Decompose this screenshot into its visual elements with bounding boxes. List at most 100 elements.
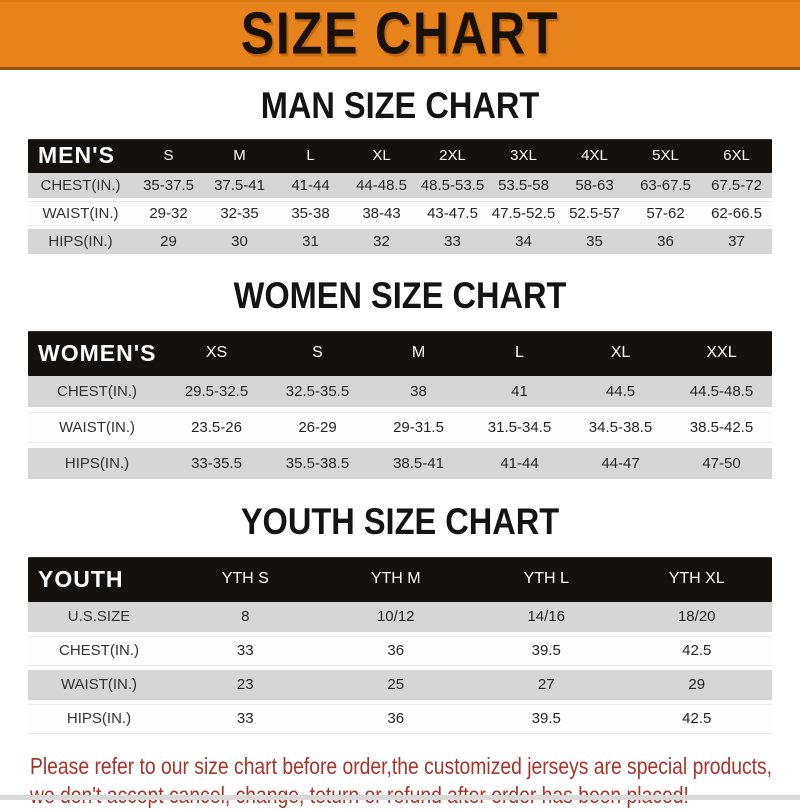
youth-column-header-3: YTH XL — [668, 570, 725, 588]
women-column-header-5: XXL — [706, 344, 737, 362]
men-cell-0-3: 44-48.5 — [356, 176, 407, 194]
men-cell-2-0: 29 — [160, 232, 177, 250]
men-cell-2-2: 31 — [302, 232, 319, 250]
women-row-label: CHEST(IN.) — [57, 382, 137, 400]
youth-cell-3-3: 42.5 — [682, 710, 712, 728]
size-chart-banner: SIZE CHART — [0, 0, 800, 70]
women-cell-0-4: 44.5 — [605, 382, 636, 400]
women-column-header-1: S — [312, 344, 323, 362]
youth-section-heading: YOUTH SIZE CHART — [240, 500, 560, 542]
men-cell-0-1: 37.5-41 — [214, 176, 265, 194]
women-cell-0-5: 44.5-48.5 — [689, 382, 754, 400]
women-cell-0-3: 41 — [511, 382, 528, 400]
women-cell-2-2: 38.5-41 — [393, 454, 444, 472]
women-column-header-4: XL — [610, 344, 631, 362]
youth-cell-3-2: 39.5 — [531, 710, 561, 728]
women-cell-2-1: 35.5-38.5 — [285, 454, 350, 472]
youth-cell-1-1: 36 — [387, 642, 405, 660]
women-row-label: WAIST(IN.) — [58, 418, 136, 436]
men-cell-2-5: 34 — [515, 232, 532, 250]
women-table-row: WAIST(IN.) 23.5-26 26-29 29-31.5 31.5-34.5 34… — [28, 411, 772, 443]
men-cell-2-1: 30 — [231, 232, 248, 250]
women-table-header: WOMEN'S XS S M L XL XXL — [28, 330, 772, 376]
men-group-label: MEN'S — [38, 142, 115, 169]
men-column-header-7: 5XL — [652, 147, 679, 165]
men-cell-0-8: 67.5-72 — [711, 176, 762, 194]
women-cell-1-0: 23.5-26 — [191, 418, 242, 436]
youth-column-header-2: YTH L — [523, 570, 569, 588]
men-cell-1-0: 29-32 — [149, 204, 188, 222]
youth-cell-2-1: 25 — [387, 676, 405, 694]
men-cell-0-5: 53.5-58 — [498, 176, 549, 194]
men-cell-0-7: 63-67.5 — [640, 176, 691, 194]
men-column-header-4: 2XL — [439, 147, 466, 165]
men-size-section: MAN SIZE CHART MEN'S S M L XL 2XL 3XL 4XL 5XL 6XL… — [0, 86, 800, 254]
youth-table-row: WAIST(IN.) 23 25 27 29 — [28, 669, 772, 700]
men-cell-0-4: 48.5-53.5 — [420, 176, 485, 194]
men-column-header-8: 6XL — [723, 147, 750, 165]
women-table-row: CHEST(IN.) 29.5-32.5 32.5-35.5 38 41 44.5 44.5… — [28, 375, 772, 407]
women-cell-2-3: 41-44 — [500, 454, 539, 472]
youth-table-row: U.S.SIZE 8 10/12 14/16 18/20 — [28, 601, 772, 632]
men-table-header: MEN'S S M L XL 2XL 3XL 4XL 5XL 6XL — [28, 138, 772, 173]
women-section-heading: WOMEN SIZE CHART — [233, 274, 567, 316]
men-column-header-0: S — [163, 147, 174, 165]
women-cell-1-3: 31.5-34.5 — [487, 418, 552, 436]
youth-group-label: YOUTH — [38, 565, 124, 592]
youth-row-label: U.S.SIZE — [67, 608, 131, 626]
women-cell-0-0: 29.5-32.5 — [184, 382, 249, 400]
youth-cell-3-0: 33 — [236, 710, 254, 728]
women-column-header-2: M — [411, 344, 426, 362]
women-cell-0-2: 38 — [410, 382, 427, 400]
men-cell-0-2: 41-44 — [291, 176, 330, 194]
men-cell-1-2: 35-38 — [291, 204, 330, 222]
youth-column-header-1: YTH M — [370, 570, 421, 588]
youth-cell-2-2: 27 — [537, 676, 555, 694]
women-cell-1-5: 38.5-42.5 — [689, 418, 754, 436]
youth-size-table: YOUTH YTH S YTH M YTH L YTH XL U.S.SIZE 8 10/12… — [28, 556, 772, 734]
men-column-header-1: M — [233, 147, 246, 165]
men-column-header-6: 4XL — [581, 147, 608, 165]
men-row-label: HIPS(IN.) — [48, 232, 113, 250]
youth-cell-3-1: 36 — [387, 710, 405, 728]
women-cell-2-4: 44-47 — [601, 454, 640, 472]
youth-cell-2-0: 23 — [236, 676, 254, 694]
women-cell-2-5: 47-50 — [702, 454, 741, 472]
women-cell-2-0: 33-35.5 — [191, 454, 242, 472]
men-cell-1-8: 62-66.5 — [711, 204, 762, 222]
men-column-header-2: L — [306, 147, 315, 165]
women-table-row: HIPS(IN.) 33-35.5 35.5-38.5 38.5-41 41-44 44-… — [28, 447, 772, 479]
youth-cell-0-1: 10/12 — [376, 608, 415, 626]
men-cell-1-5: 47.5-52.5 — [491, 204, 556, 222]
youth-cell-0-2: 14/16 — [527, 608, 566, 626]
men-cell-1-3: 38-43 — [362, 204, 401, 222]
men-cell-1-7: 57-62 — [646, 204, 685, 222]
youth-row-label: WAIST(IN.) — [60, 676, 138, 694]
youth-cell-1-0: 33 — [236, 642, 254, 660]
women-column-header-3: L — [515, 344, 524, 362]
men-cell-1-4: 43-47.5 — [427, 204, 478, 222]
men-size-table: MEN'S S M L XL 2XL 3XL 4XL 5XL 6XL CHEST(IN.) 35-37… — [28, 138, 772, 254]
youth-cell-1-3: 42.5 — [682, 642, 712, 660]
men-row-label: CHEST(IN.) — [40, 176, 121, 194]
men-cell-2-6: 35 — [586, 232, 603, 250]
youth-table-header: YOUTH YTH S YTH M YTH L YTH XL — [28, 556, 772, 602]
disclaimer-line-1: Please refer to our size chart before or… — [30, 752, 773, 779]
youth-size-section: YOUTH SIZE CHART YOUTH YTH S YTH M YTH L YTH… — [0, 500, 800, 734]
men-cell-2-4: 33 — [444, 232, 461, 250]
women-cell-1-4: 34.5-38.5 — [588, 418, 653, 436]
men-cell-0-0: 35-37.5 — [143, 176, 194, 194]
men-table-row: WAIST(IN.) 29-32 32-35 35-38 38-43 43-47.5 47.… — [28, 200, 772, 226]
women-size-section: WOMEN SIZE CHART WOMEN'S XS S M L XL XXL CHEST(… — [0, 274, 800, 479]
men-table-row: CHEST(IN.) 35-37.5 37.5-41 41-44 44-48.5 48.5… — [28, 172, 772, 198]
banner-title: SIZE CHART — [240, 0, 560, 68]
men-table-row: HIPS(IN.) 29 30 31 32 33 34 35 36 37 — [28, 228, 772, 254]
youth-table-row: CHEST(IN.) 33 36 39.5 42.5 — [28, 635, 772, 666]
youth-column-header-0: YTH S — [221, 570, 269, 588]
women-group-label: WOMEN'S — [38, 339, 157, 366]
women-cell-0-1: 32.5-35.5 — [285, 382, 350, 400]
men-cell-2-8: 37 — [728, 232, 745, 250]
youth-row-label: CHEST(IN.) — [59, 642, 139, 660]
bottom-edge-strip — [0, 795, 800, 800]
women-cell-1-1: 26-29 — [298, 418, 337, 436]
